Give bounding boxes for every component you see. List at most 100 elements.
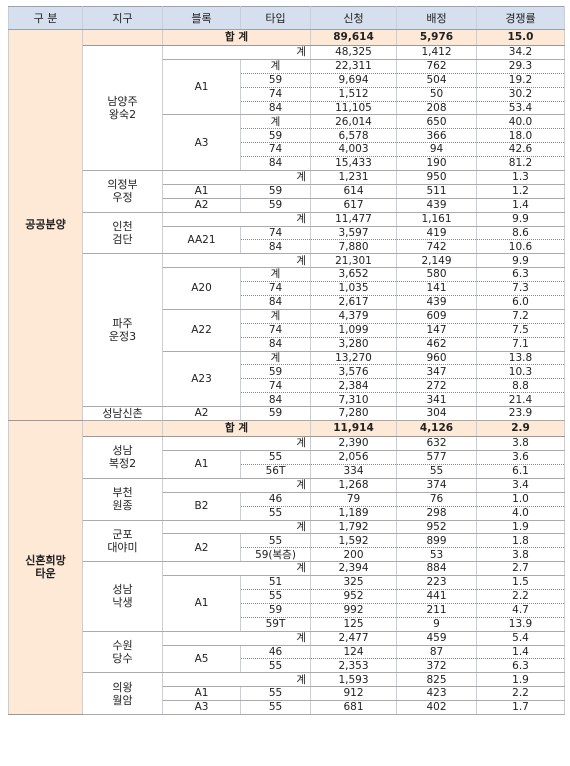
- allocation: 402: [396, 700, 477, 715]
- applications: 4,003: [310, 142, 397, 158]
- competition-ratio: 81.2: [476, 156, 565, 172]
- unit-type: 59(복층): [240, 547, 311, 563]
- empty-cell: [82, 29, 163, 46]
- competition-ratio: 7.1: [476, 337, 565, 352]
- allocation: 9: [396, 617, 477, 632]
- subtotal-label: 계: [162, 631, 311, 646]
- header-applications: 신청: [310, 6, 397, 30]
- table-row: 59 992 211 4.7: [9, 603, 565, 618]
- section-total-row: 공공분양 합 계 89,614 5,976 15.0: [8, 29, 565, 422]
- subtotal-applications: 21,301: [310, 253, 397, 269]
- applications: 200: [310, 547, 397, 563]
- allocation: 94: [396, 142, 477, 158]
- district-subtotal-row: 파주 운정3 계 21,301 2,149 9.9: [9, 253, 565, 408]
- subtotal-applications: 1,268: [310, 478, 397, 493]
- block-name: A3: [162, 700, 241, 715]
- unit-type: 84: [240, 337, 311, 352]
- unit-type: 계: [240, 267, 311, 283]
- applications: 2,353: [310, 658, 397, 674]
- applications: 952: [310, 589, 397, 604]
- district-name: 의왕 월암: [82, 672, 163, 715]
- applications: 11,105: [310, 101, 397, 116]
- allocation: 960: [396, 351, 477, 366]
- applications: 124: [310, 645, 397, 660]
- subtotal-label: 계: [162, 478, 311, 493]
- allocation: 577: [396, 450, 477, 465]
- subtotal-applications: 1,792: [310, 520, 397, 535]
- district-subtotal-row: 성남 복정2 계 2,390 632 3.8: [9, 436, 565, 479]
- unit-type: 46: [240, 645, 311, 660]
- unit-type: 55: [240, 686, 311, 702]
- total-applications: 89,614: [310, 29, 397, 46]
- table-row: 59 9,694 504 19.2: [9, 73, 565, 88]
- applications: 2,056: [310, 450, 397, 465]
- unit-type: 59: [240, 406, 311, 422]
- competition-ratio: 6.3: [476, 658, 565, 674]
- applications: 912: [310, 686, 397, 702]
- allocation: 76: [396, 492, 477, 507]
- competition-ratio: 19.2: [476, 73, 565, 88]
- block-name: A3: [162, 114, 241, 172]
- unit-type: 59T: [240, 617, 311, 632]
- applications: 6,578: [310, 128, 397, 144]
- district-name: 파주 운정3: [82, 253, 163, 408]
- unit-type: 계: [240, 351, 311, 366]
- subtotal-ratio: 1.3: [476, 170, 565, 185]
- subtotal-applications: 2,390: [310, 436, 397, 452]
- table-row: 59 3,576 347 10.3: [9, 364, 565, 380]
- subtotal-label: 계: [162, 253, 311, 269]
- total-ratio: 2.9: [476, 420, 565, 438]
- table-row: A3 55 681 402 1.7: [9, 700, 565, 715]
- allocation: 609: [396, 309, 477, 324]
- header-district: 지구: [82, 6, 163, 30]
- applications: 3,280: [310, 337, 397, 352]
- block-name: A1: [162, 686, 241, 702]
- total-allocation: 5,976: [396, 29, 477, 46]
- block-name: A1: [162, 450, 241, 479]
- table-row: A3 계 26,014 650 40.0: [9, 114, 565, 172]
- applications: 992: [310, 603, 397, 618]
- district-name: 의정부 우정: [82, 170, 163, 213]
- applications: 325: [310, 575, 397, 590]
- unit-type: 55: [240, 506, 311, 521]
- competition-ratio: 3.6: [476, 450, 565, 465]
- subtotal-applications: 2,477: [310, 631, 397, 646]
- total-ratio: 15.0: [476, 29, 565, 46]
- allocation: 762: [396, 59, 477, 74]
- applications: 3,576: [310, 364, 397, 380]
- unit-type: 55: [240, 700, 311, 715]
- subtotal-ratio: 3.4: [476, 478, 565, 493]
- subtotal-ratio: 9.9: [476, 212, 565, 227]
- table-row: 59T 125 9 13.9: [9, 617, 565, 632]
- applications: 334: [310, 464, 397, 479]
- table-row: 84 7,880 742 10.6: [9, 239, 565, 255]
- subtotal-label: 계: [162, 561, 311, 577]
- table-row: 59 6,578 366 18.0: [9, 128, 565, 144]
- unit-type: 74: [240, 87, 311, 102]
- subtotal-applications: 11,477: [310, 212, 397, 227]
- competition-ratio: 29.3: [476, 59, 565, 74]
- district-name: 성남 복정2: [82, 436, 163, 479]
- unit-type: 55: [240, 589, 311, 604]
- competition-ratio: 4.7: [476, 603, 565, 618]
- applications: 13,270: [310, 351, 397, 366]
- subscription-results-table: 구 분 지구 블록 타입 신청 배정 경쟁률 공공분양 합 계 89,614 5,97…: [8, 6, 565, 715]
- competition-ratio: 7.2: [476, 309, 565, 324]
- allocation: 190: [396, 156, 477, 172]
- allocation: 366: [396, 128, 477, 144]
- subtotal-allocation: 459: [396, 631, 477, 646]
- table-row: A1 계 22,311 762 29.3: [9, 59, 565, 116]
- competition-ratio: 53.4: [476, 101, 565, 116]
- applications: 7,880: [310, 239, 397, 255]
- allocation: 211: [396, 603, 477, 618]
- allocation: 462: [396, 337, 477, 352]
- district-subtotal-row: 남양주 왕숙2 계 48,325 1,412 34.2: [9, 45, 565, 172]
- competition-ratio: 13.9: [476, 617, 565, 632]
- applications: 1,512: [310, 87, 397, 102]
- allocation: 87: [396, 645, 477, 660]
- total-label: 합 계: [162, 420, 311, 438]
- applications: 2,617: [310, 295, 397, 310]
- competition-ratio: 23.9: [476, 406, 565, 422]
- subtotal-label: 계: [162, 212, 311, 227]
- table-row: AA21 74 3,597 419 8.6: [9, 226, 565, 255]
